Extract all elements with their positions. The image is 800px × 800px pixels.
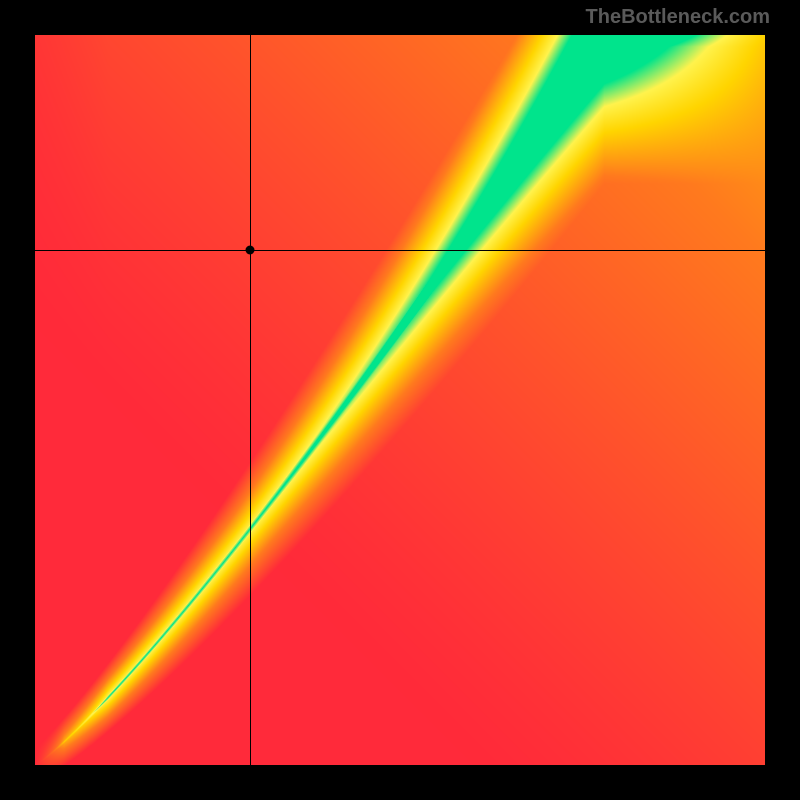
crosshair-vertical xyxy=(250,35,251,765)
heatmap-plot xyxy=(35,35,765,765)
marker-point xyxy=(246,246,255,255)
watermark: TheBottleneck.com xyxy=(586,6,770,29)
crosshair-horizontal xyxy=(35,250,765,251)
heatmap-canvas xyxy=(35,35,765,765)
